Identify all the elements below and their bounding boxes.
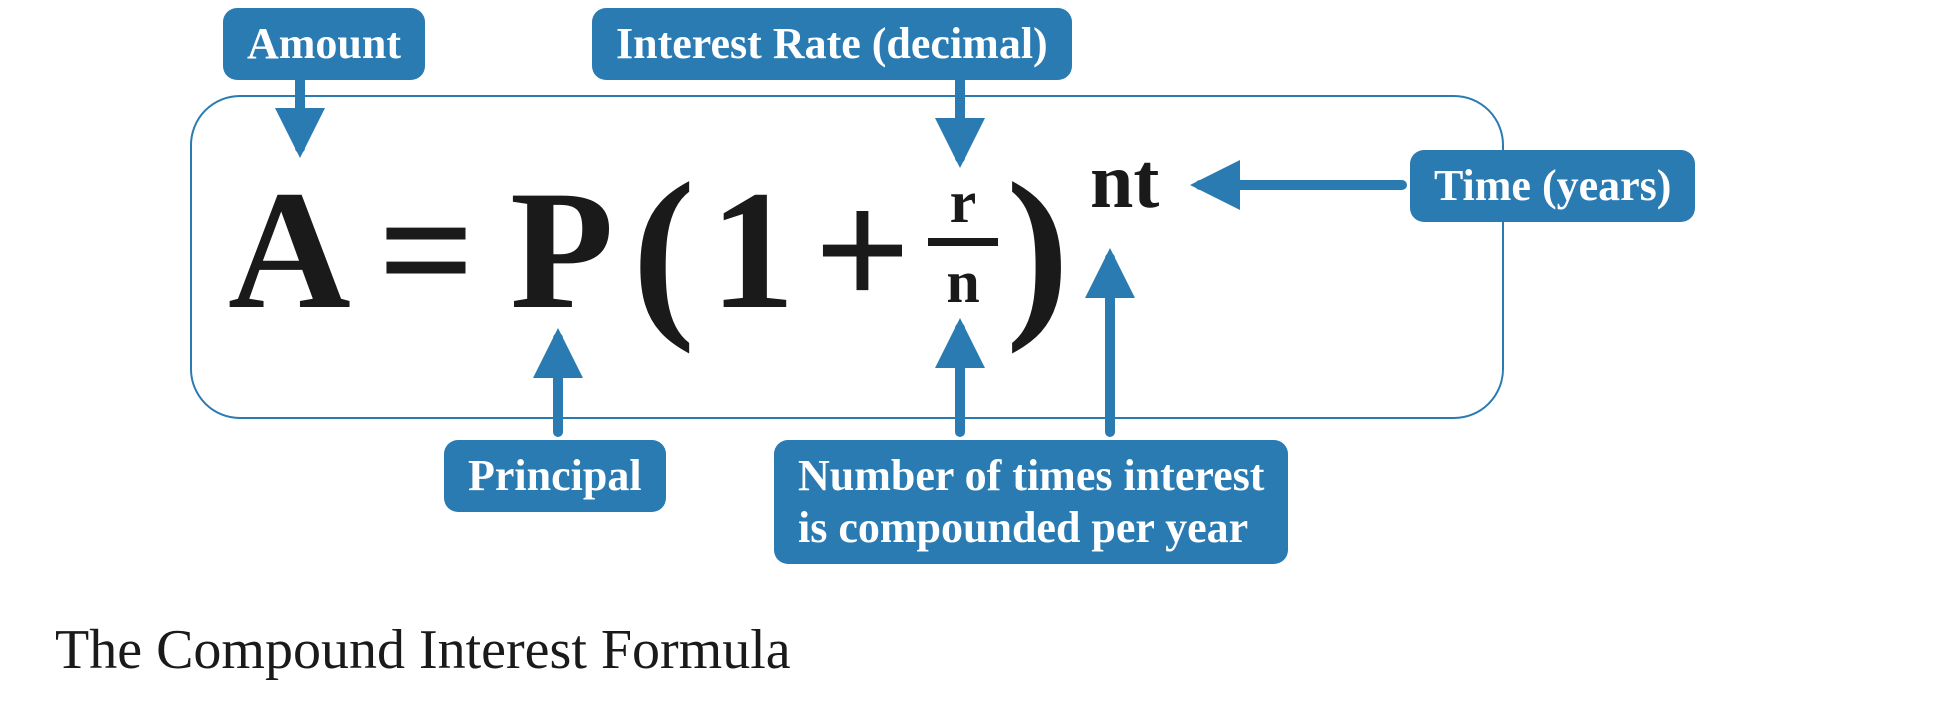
label-n-line2: is compounded per year [798,503,1248,552]
formula-equals: = [378,165,475,335]
formula-fraction: r n [928,172,998,312]
formula-frac-den: n [928,252,998,312]
label-amount: Amount [223,8,425,80]
formula-lparen: ( [632,155,695,345]
formula-P: P [510,165,614,335]
formula-exponent-nt: nt [1090,142,1159,220]
label-time: Time (years) [1410,150,1695,222]
label-compounding-frequency: Number of times interest is compounded p… [774,440,1288,564]
label-principal: Principal [444,440,666,512]
caption-title: The Compound Interest Formula [55,618,791,682]
formula-plus: + [814,165,911,335]
formula-frac-num: r [928,172,998,232]
label-interest-rate: Interest Rate (decimal) [592,8,1072,80]
label-n-line1: Number of times interest [798,451,1264,500]
formula-one: 1 [710,165,795,335]
formula-A: A [228,165,351,335]
diagram-canvas: { "colors": { "label_bg": "#2b7bb3", "la… [0,0,1940,705]
formula-rparen: ) [1006,155,1069,345]
formula-frac-bar [928,238,998,246]
